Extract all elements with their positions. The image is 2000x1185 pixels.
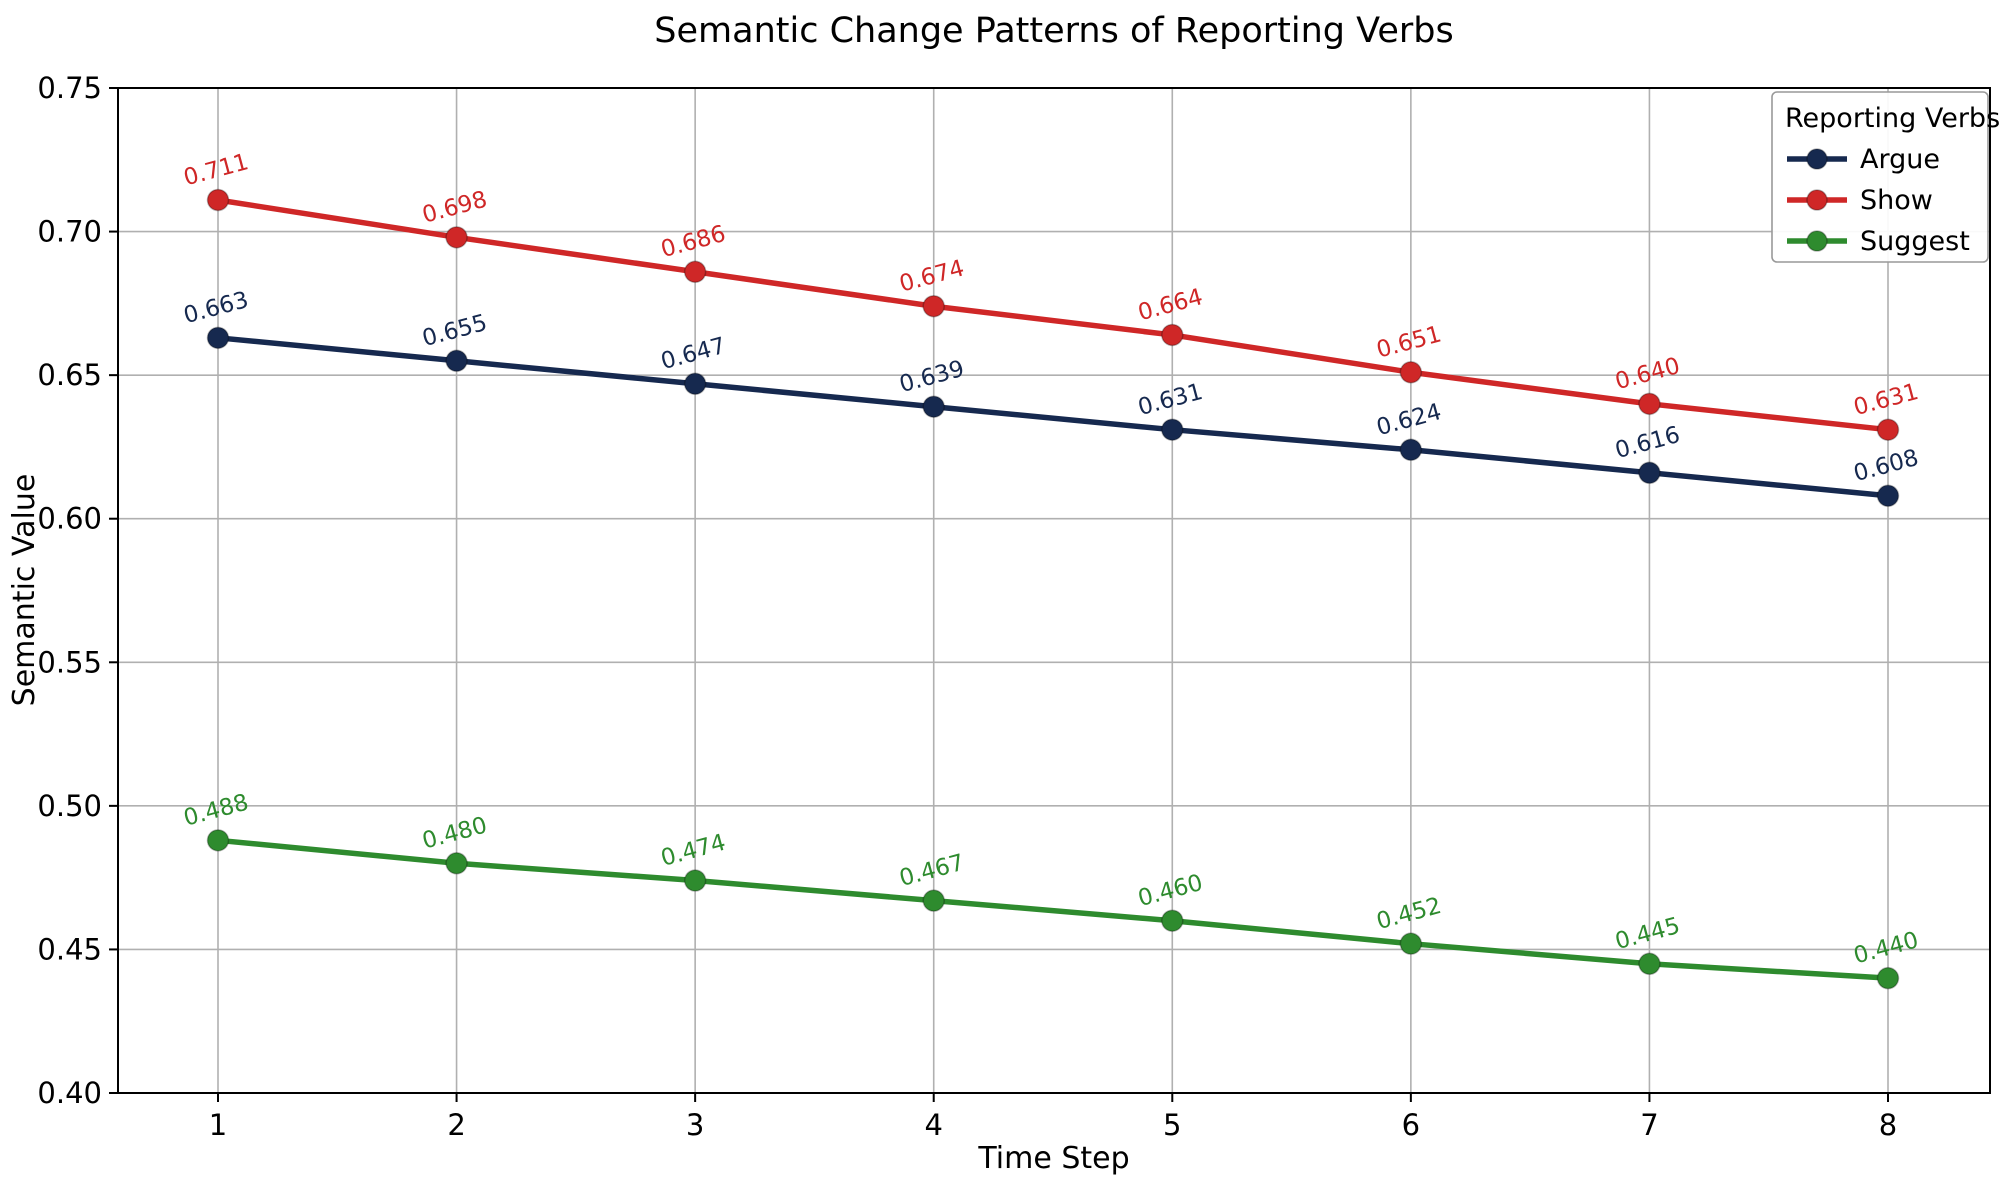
x-tick-label: 2 xyxy=(447,1108,465,1142)
data-point-argue xyxy=(1638,461,1661,485)
series-line-suggest xyxy=(215,837,1891,981)
legend-marker-suggest xyxy=(1806,230,1828,252)
data-point-show xyxy=(1876,418,1900,441)
y-tick-label: 0.45 xyxy=(37,932,102,966)
data-point-suggest xyxy=(1161,909,1184,932)
data-label-show: 0.674 xyxy=(897,255,967,297)
data-point-show xyxy=(683,260,707,284)
data-point-show xyxy=(1399,361,1423,384)
data-label-show: 0.664 xyxy=(1135,284,1205,326)
x-tick-label: 6 xyxy=(1402,1108,1420,1142)
data-label-argue: 0.655 xyxy=(420,310,490,352)
y-tick-label: 0.55 xyxy=(37,645,102,679)
x-tick-label: 7 xyxy=(1640,1108,1658,1142)
data-point-show xyxy=(445,226,468,249)
y-tick-label: 0.40 xyxy=(37,1076,102,1110)
series-line-show xyxy=(215,197,1891,433)
y-tick-label: 0.65 xyxy=(37,358,102,392)
series-line-argue xyxy=(215,335,1891,499)
data-point-suggest xyxy=(1638,952,1661,976)
y-tick-label: 0.70 xyxy=(37,215,102,249)
data-label-argue: 0.616 xyxy=(1612,422,1682,464)
x-tick-label: 1 xyxy=(209,1108,227,1142)
data-point-suggest xyxy=(1876,966,1900,990)
data-point-argue xyxy=(922,395,945,418)
data-point-show xyxy=(1161,323,1184,347)
legend-label-argue: Argue xyxy=(1860,144,1940,175)
data-point-suggest xyxy=(445,852,468,875)
legend-title: Reporting Verbs xyxy=(1785,103,2000,134)
chart-title: Semantic Change Patterns of Reporting Ve… xyxy=(654,11,1453,51)
data-label-suggest: 0.467 xyxy=(897,850,967,892)
data-point-suggest xyxy=(922,889,945,912)
data-label-show: 0.640 xyxy=(1612,353,1682,395)
x-tick-label: 5 xyxy=(1163,1108,1181,1142)
data-label-argue: 0.608 xyxy=(1851,445,1921,487)
data-point-suggest xyxy=(206,829,230,852)
data-point-argue xyxy=(1161,418,1184,441)
y-axis-label: Semantic Value xyxy=(7,474,42,707)
legend-marker-show xyxy=(1806,189,1828,211)
data-label-suggest: 0.488 xyxy=(181,789,251,831)
data-label-argue: 0.631 xyxy=(1135,379,1205,421)
legend-label-show: Show xyxy=(1860,185,1933,216)
data-label-suggest: 0.480 xyxy=(420,812,490,854)
data-point-argue xyxy=(1876,484,1900,507)
x-tick-label: 4 xyxy=(924,1108,942,1142)
x-axis-label: Time Step xyxy=(977,1141,1129,1176)
y-tick-label: 0.60 xyxy=(37,502,102,536)
legend-box xyxy=(1771,91,1989,263)
data-label-argue: 0.647 xyxy=(658,333,728,375)
data-label-show: 0.631 xyxy=(1851,379,1921,421)
y-tick-label: 0.75 xyxy=(37,71,102,105)
plot-border xyxy=(117,87,1991,1094)
data-point-argue xyxy=(1399,438,1423,462)
data-point-show xyxy=(922,294,945,318)
data-label-suggest: 0.474 xyxy=(658,830,728,872)
data-point-argue xyxy=(445,349,468,373)
data-point-show xyxy=(1638,392,1661,416)
data-point-argue xyxy=(206,326,230,350)
data-label-show: 0.686 xyxy=(658,221,728,263)
data-label-suggest: 0.460 xyxy=(1135,870,1205,912)
data-label-argue: 0.624 xyxy=(1374,399,1444,441)
data-point-show xyxy=(206,188,230,212)
legend-label-suggest: Suggest xyxy=(1860,226,1970,257)
x-tick-label: 8 xyxy=(1879,1108,1897,1142)
data-point-suggest xyxy=(683,869,707,892)
data-label-argue: 0.663 xyxy=(181,287,251,329)
data-label-argue: 0.639 xyxy=(897,356,967,398)
data-label-suggest: 0.440 xyxy=(1851,927,1921,969)
y-tick-label: 0.50 xyxy=(37,789,102,823)
data-label-show: 0.711 xyxy=(181,149,251,191)
data-point-argue xyxy=(683,372,707,396)
legend-marker-argue xyxy=(1806,148,1828,170)
data-label-suggest: 0.452 xyxy=(1374,893,1444,935)
data-point-suggest xyxy=(1399,932,1423,955)
data-label-show: 0.651 xyxy=(1374,321,1444,363)
legend: Reporting Verbs Argue Show Suggest xyxy=(1771,91,2000,263)
data-label-show: 0.698 xyxy=(420,186,490,228)
x-tick-label: 3 xyxy=(686,1108,704,1142)
plot-area: 1 2 3 4 5 6 7 8 0.40 0.45 0.50 0.55 0.60 0.65 0.70 0.75… xyxy=(37,71,1991,1142)
